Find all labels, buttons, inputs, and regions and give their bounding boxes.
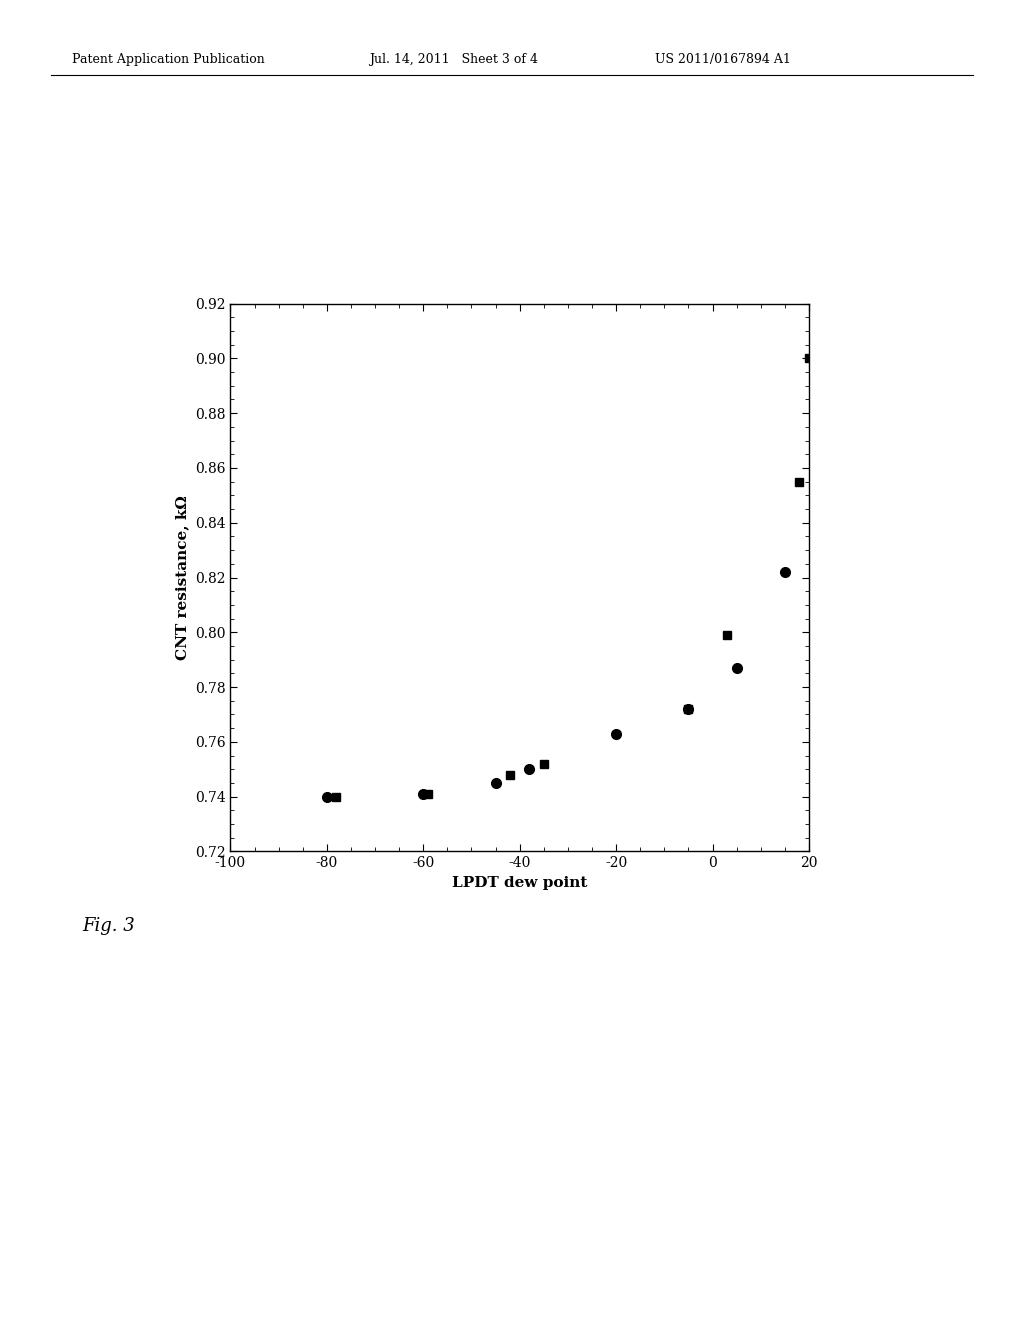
- X-axis label: LPDT dew point: LPDT dew point: [452, 875, 588, 890]
- Text: Fig. 3: Fig. 3: [82, 916, 135, 935]
- Text: US 2011/0167894 A1: US 2011/0167894 A1: [655, 53, 792, 66]
- Y-axis label: CNT resistance, kΩ: CNT resistance, kΩ: [175, 495, 189, 660]
- Text: Patent Application Publication: Patent Application Publication: [72, 53, 264, 66]
- Text: Jul. 14, 2011   Sheet 3 of 4: Jul. 14, 2011 Sheet 3 of 4: [369, 53, 538, 66]
